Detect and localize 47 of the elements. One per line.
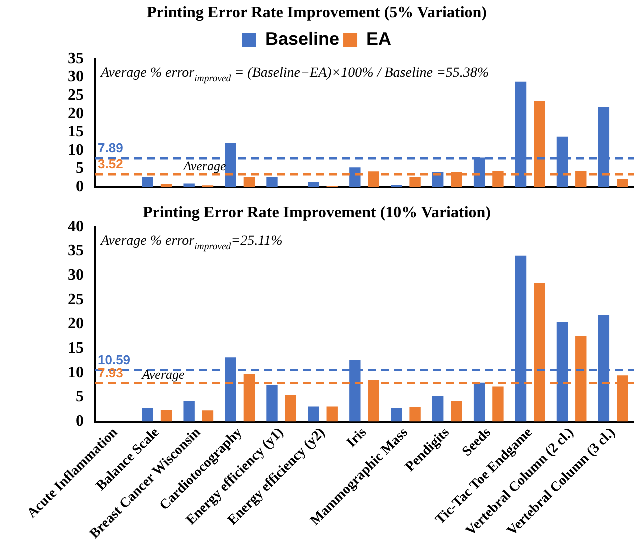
bar xyxy=(308,406,320,422)
bar xyxy=(308,182,320,188)
x-tick-label: Iris xyxy=(344,425,370,451)
y-tick-label: 30 xyxy=(68,68,84,86)
bar xyxy=(142,177,154,188)
bar xyxy=(184,401,195,422)
bar xyxy=(391,408,402,422)
ref-line-label: 10.59 xyxy=(98,352,131,368)
bar xyxy=(202,410,214,422)
bar xyxy=(326,406,338,422)
ref-line-label: 7.93 xyxy=(98,365,124,380)
chart-title: Printing Error Rate Improvement (5% Variation) xyxy=(147,4,487,22)
y-tick-label: 35 xyxy=(68,242,84,260)
bar xyxy=(432,396,444,422)
ref-line-label: 7.89 xyxy=(98,140,124,156)
bar xyxy=(617,178,628,188)
y-tick-label: 20 xyxy=(68,316,84,333)
bar xyxy=(451,401,462,422)
y-tick-label: 15 xyxy=(68,340,84,357)
y-tick-label: 0 xyxy=(76,412,84,430)
y-tick-label: 30 xyxy=(68,266,84,284)
y-tick-label: 40 xyxy=(68,218,84,236)
bar xyxy=(160,410,172,422)
bar xyxy=(184,184,195,188)
y-tick-label: 5 xyxy=(76,388,84,406)
y-tick-label: 20 xyxy=(68,105,84,122)
bar xyxy=(285,395,297,422)
y-tick-label: 15 xyxy=(68,124,84,141)
legend-label: Baseline xyxy=(265,29,340,50)
bar xyxy=(266,177,278,188)
y-tick-label: 10 xyxy=(68,142,84,159)
bar xyxy=(350,168,361,188)
y-tick-label: 5 xyxy=(76,160,84,178)
y-tick-label: 35 xyxy=(68,50,84,68)
bar xyxy=(474,382,486,422)
y-tick-label: 25 xyxy=(68,86,84,104)
bar xyxy=(266,385,278,422)
chart-title: Printing Error Rate Improvement (10% Variation) xyxy=(143,204,491,222)
y-tick-label: 25 xyxy=(68,291,84,308)
annotation: Average xyxy=(141,367,186,382)
bar xyxy=(410,407,421,422)
y-tick-label: 10 xyxy=(68,364,84,382)
bar xyxy=(142,408,154,422)
y-tick-label: 0 xyxy=(76,178,84,196)
legend-label: EA xyxy=(366,29,392,50)
ref-line-label: 3.52 xyxy=(98,156,124,172)
bar xyxy=(492,386,504,422)
